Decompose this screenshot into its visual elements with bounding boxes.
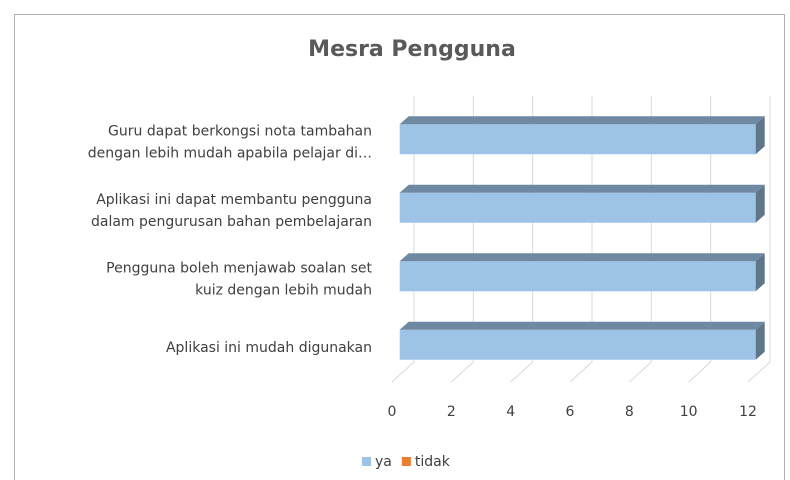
legend-label: tidak <box>415 454 451 470</box>
chart-frame <box>14 14 785 480</box>
bar-front <box>399 192 756 223</box>
y-tick-label: Aplikasi ini dapat membantu pengguna dala… <box>91 192 372 230</box>
chart-title: Mesra Pengguna <box>308 37 516 62</box>
legend-label: ya <box>375 454 392 470</box>
bar <box>399 253 765 292</box>
floor-grid-line <box>450 361 474 383</box>
bar <box>399 321 765 360</box>
bar-front <box>399 124 756 155</box>
label-line: Aplikasi ini dapat membantu pengguna <box>96 192 372 208</box>
x-tick-label: 10 <box>680 404 698 420</box>
floor-grid-line <box>510 361 534 383</box>
x-tick-label: 8 <box>625 404 634 420</box>
legend-swatch <box>362 457 371 466</box>
bar-top <box>399 184 765 193</box>
bar-top <box>399 321 765 330</box>
label-line: dengan lebih mudah apabila pelajar di… <box>88 145 372 161</box>
label-line: Aplikasi ini mudah digunakan <box>166 340 372 356</box>
legend-swatch <box>401 457 411 466</box>
x-tick-label: 0 <box>388 404 397 420</box>
bar-top <box>399 116 765 125</box>
bar-side <box>755 253 765 292</box>
bar-side <box>755 184 765 223</box>
bar <box>399 116 765 155</box>
bar-side <box>755 116 765 155</box>
label-line: dalam pengurusan bahan pembelajaran <box>91 214 372 230</box>
x-tick-label: 2 <box>447 404 456 420</box>
floor-grid-line <box>688 361 712 383</box>
bar-front <box>399 261 756 292</box>
x-tick-label: 6 <box>566 404 575 420</box>
label-line: kuiz dengan lebih mudah <box>195 282 372 298</box>
bar <box>399 184 765 223</box>
floor-grid-line <box>569 361 593 383</box>
y-tick-label: Pengguna boleh menjawab soalan set kuiz d… <box>106 260 372 298</box>
floor-grid-line <box>747 361 771 383</box>
floor-grid-line <box>391 361 415 383</box>
y-tick-label: Guru dapat berkongsi nota tambahan dengan… <box>88 123 372 161</box>
y-tick-label: Aplikasi ini mudah digunakan <box>166 340 372 356</box>
bar-front <box>399 329 756 360</box>
floor-grid-line <box>628 361 652 383</box>
bar-top <box>399 253 765 262</box>
label-line: Guru dapat berkongsi nota tambahan <box>108 123 372 139</box>
x-tick-label: 12 <box>739 404 757 420</box>
x-tick-label: 4 <box>506 404 515 420</box>
label-line: Pengguna boleh menjawab soalan set <box>106 260 372 276</box>
bar-side <box>755 321 765 360</box>
